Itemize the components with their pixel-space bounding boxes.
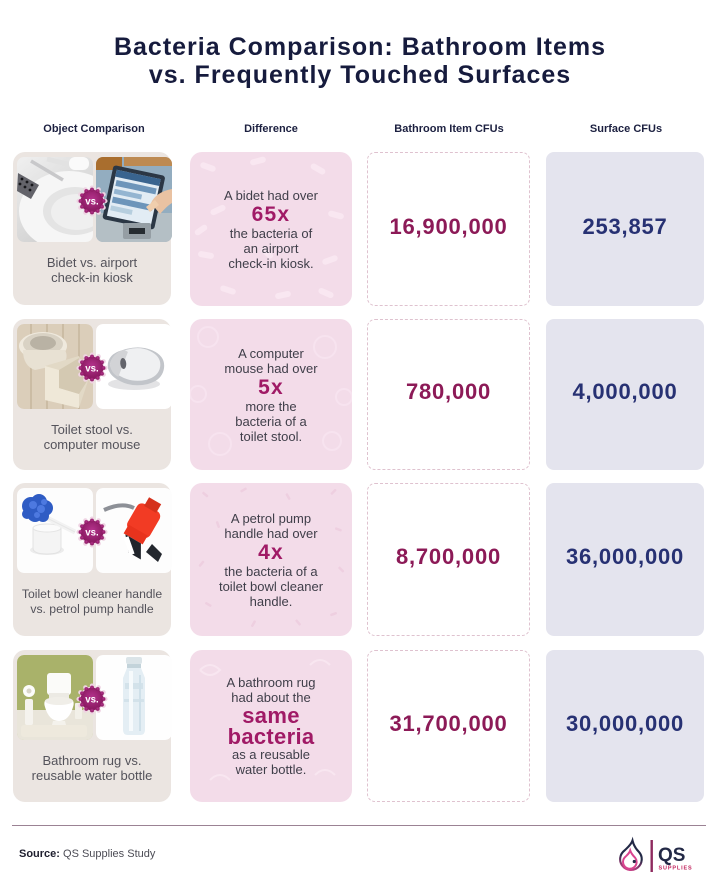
svg-text:SUPPLIES: SUPPLIES — [659, 866, 693, 872]
svg-text:vs.: vs. — [85, 694, 99, 705]
svg-text:QS: QS — [658, 845, 685, 866]
svg-text:vs.: vs. — [85, 363, 99, 374]
svg-text:vs.: vs. — [85, 527, 99, 538]
svg-text:vs.: vs. — [85, 196, 99, 207]
